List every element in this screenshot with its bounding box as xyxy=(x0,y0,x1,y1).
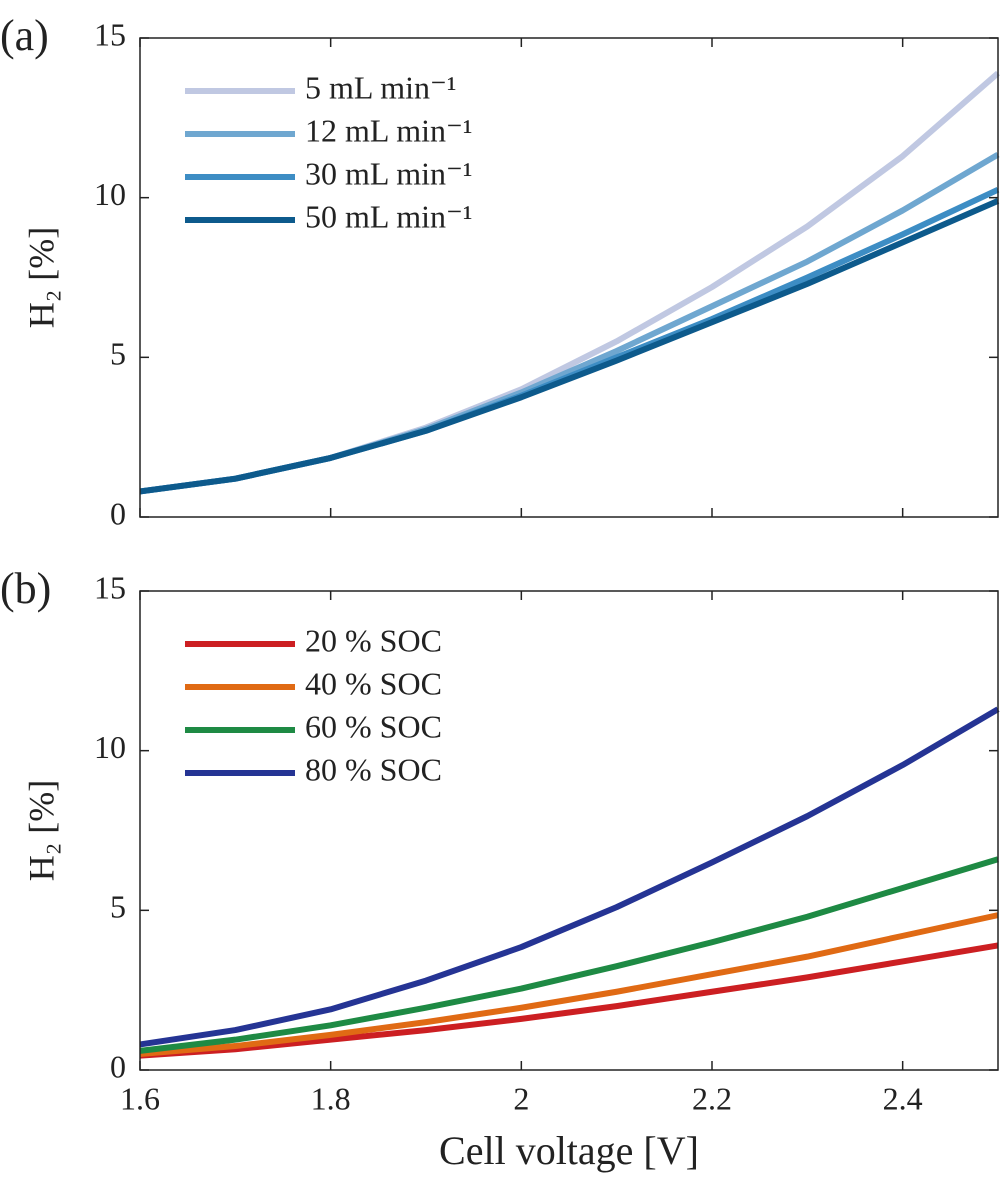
y-tick-label: 5 xyxy=(110,889,126,925)
legend-label: 30 mL min⁻¹ xyxy=(305,155,473,191)
y-tick-label: 15 xyxy=(94,16,126,52)
y-tick-label: 10 xyxy=(94,729,126,765)
axes-frame xyxy=(139,37,999,518)
panel-label: (a) xyxy=(0,11,49,60)
y-tick-label: 0 xyxy=(110,1048,126,1084)
legend-label: 60 % SOC xyxy=(305,708,442,744)
series-line xyxy=(139,186,1000,495)
x-tick-label: 1.6 xyxy=(120,1080,160,1116)
series-line xyxy=(139,942,999,1059)
x-axis-label: Cell voltage [V] xyxy=(439,1128,699,1173)
series-line xyxy=(139,151,1000,495)
x-tick-label: 2.4 xyxy=(883,1080,923,1116)
y-axis-label: H₂ [%] xyxy=(21,227,61,329)
y-tick-label: 15 xyxy=(94,569,126,605)
series-line xyxy=(139,912,999,1058)
x-tick-label: 2.2 xyxy=(692,1080,732,1116)
legend-label: 50 mL min⁻¹ xyxy=(305,198,473,234)
y-tick-label: 10 xyxy=(94,176,126,212)
x-tick-label: 2 xyxy=(513,1080,529,1116)
series-line xyxy=(139,706,1000,1048)
y-tick-label: 0 xyxy=(110,495,126,531)
y-axis-label: H₂ [%] xyxy=(21,780,61,882)
axes-frame xyxy=(139,590,999,1071)
series-line xyxy=(139,198,1000,495)
x-tick-label: 1.8 xyxy=(311,1080,351,1116)
y-tick-label: 5 xyxy=(110,336,126,372)
legend-label: 5 mL min⁻¹ xyxy=(305,69,457,105)
legend-label: 20 % SOC xyxy=(305,622,442,658)
panel-label: (b) xyxy=(0,564,51,613)
legend-label: 80 % SOC xyxy=(305,751,442,787)
legend-label: 40 % SOC xyxy=(305,665,442,701)
series-line xyxy=(139,856,999,1054)
legend-label: 12 mL min⁻¹ xyxy=(305,112,473,148)
